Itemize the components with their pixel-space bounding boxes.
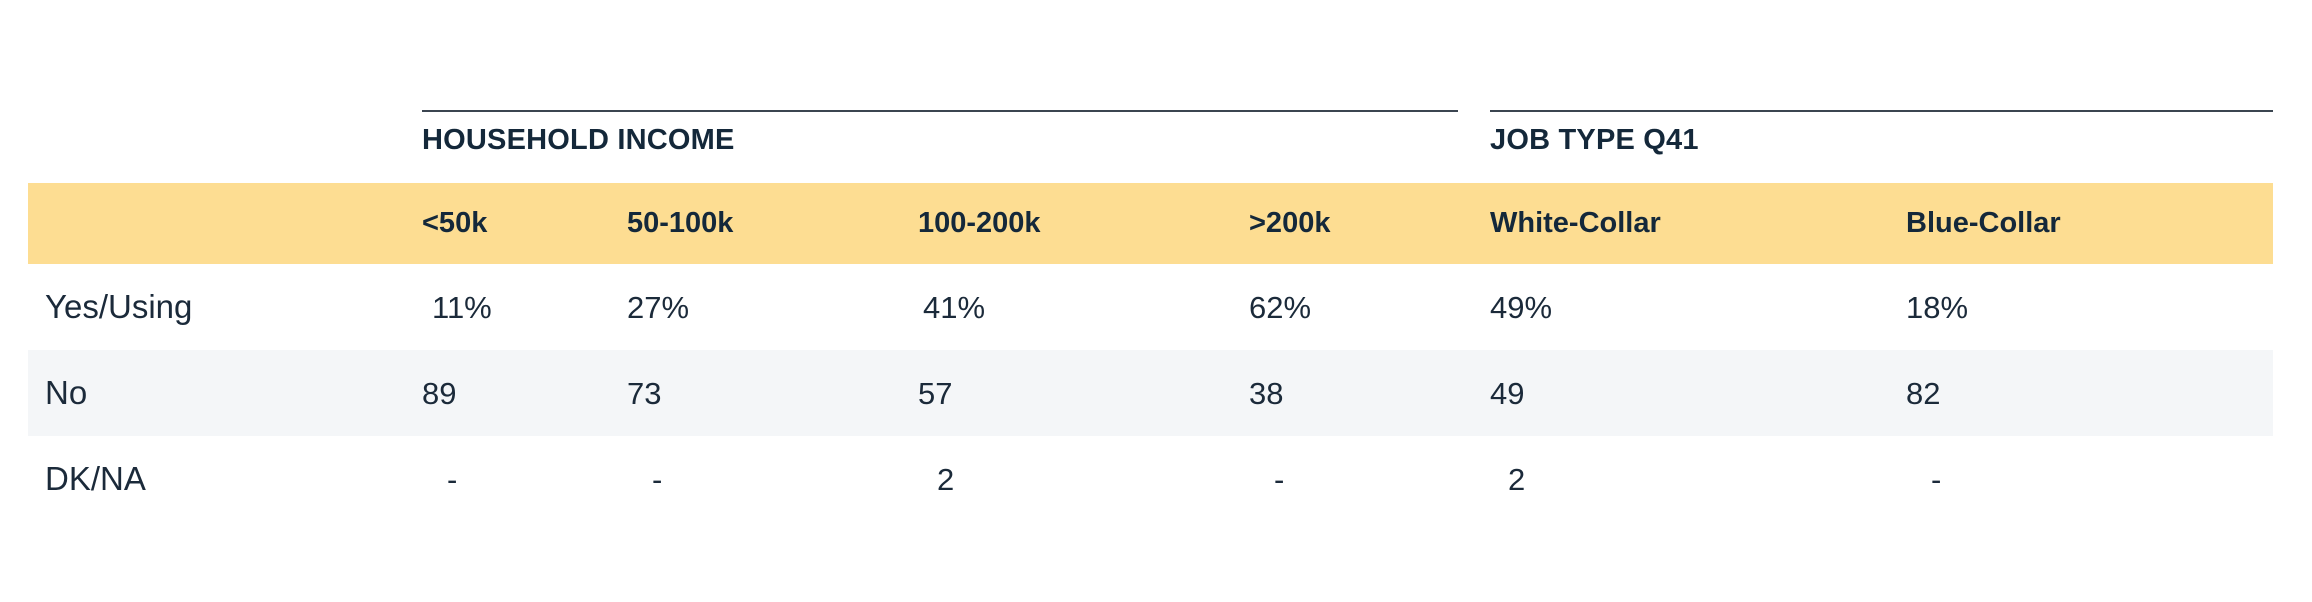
column-header-100-200k: 100-200k xyxy=(918,207,1041,239)
group-title-job-type: JOB TYPE Q41 xyxy=(1490,124,1699,156)
column-header-over-200k: >200k xyxy=(1249,207,1331,239)
table-cell: 73 xyxy=(627,376,662,411)
table-cell: 49 xyxy=(1490,376,1525,411)
table-cell: 57 xyxy=(918,376,953,411)
row-label-yes-using: Yes/Using xyxy=(45,288,193,325)
column-header-white-collar: White-Collar xyxy=(1490,207,1661,239)
group-rule-household-income xyxy=(422,110,1458,112)
column-header-band xyxy=(28,183,2273,264)
table-cell: 82 xyxy=(1906,376,1941,411)
table-cell: 38 xyxy=(1249,376,1284,411)
table-row-band-no xyxy=(28,350,2273,436)
table-cell: 18% xyxy=(1906,290,1969,325)
table-cell: 49% xyxy=(1490,290,1553,325)
table-cell: 27% xyxy=(627,290,690,325)
table-cell: 2 xyxy=(937,462,955,497)
table-cell: 41% xyxy=(923,290,986,325)
column-header-50-100k: 50-100k xyxy=(627,207,734,239)
table-cell: - xyxy=(1931,462,1942,497)
table-cell: 2 xyxy=(1508,462,1526,497)
column-header-under-50k: <50k xyxy=(422,207,488,239)
group-title-household-income: HOUSEHOLD INCOME xyxy=(422,124,735,156)
table-cell: 11% xyxy=(432,290,492,325)
table-cell: 62% xyxy=(1249,290,1312,325)
row-label-dk-na: DK/NA xyxy=(45,460,146,497)
table-cell: 89 xyxy=(422,376,457,411)
table-cell: - xyxy=(1274,462,1285,497)
column-header-blue-collar: Blue-Collar xyxy=(1906,207,2061,239)
group-rule-job-type xyxy=(1490,110,2273,112)
table-cell: - xyxy=(652,462,663,497)
row-label-no: No xyxy=(45,374,88,411)
table-cell: - xyxy=(447,462,458,497)
